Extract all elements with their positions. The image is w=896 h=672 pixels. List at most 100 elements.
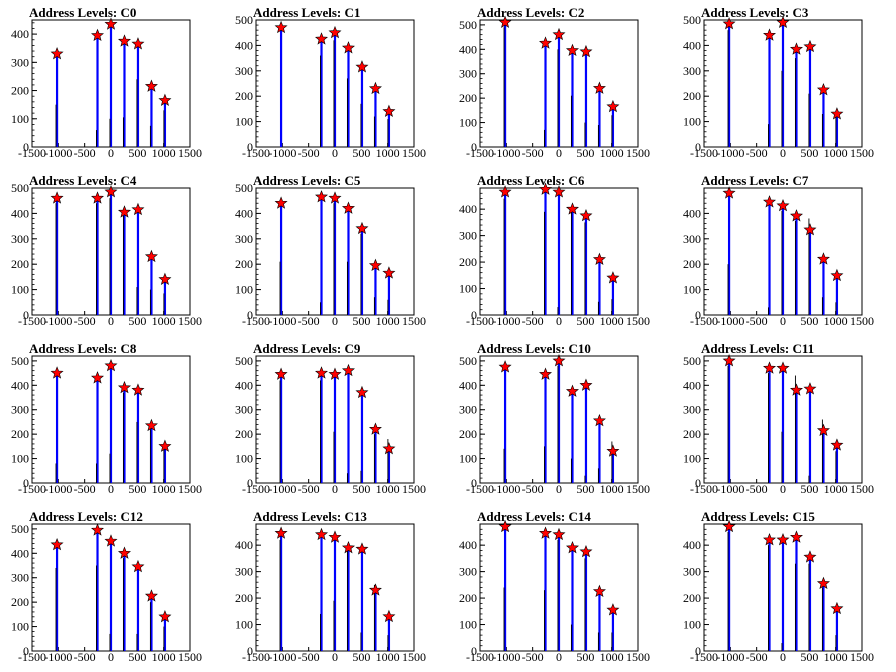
y-tick-label: 300 [11,55,29,69]
chart-plot: 0 100 200 300 400 -1500-1000 -500 0 500 1000 1500 [235,523,426,664]
y-tick-label: 300 [11,232,29,246]
bar [768,201,771,315]
bar [503,22,507,148]
star-marker [552,354,566,367]
star-marker [592,413,606,427]
x-tick-label: 1500 [626,146,650,160]
star-marker [579,544,593,558]
bar [584,551,588,651]
star-marker [104,534,118,547]
bar [136,390,140,483]
star-marker [816,423,830,437]
bar-inner [136,421,138,483]
star-marker [341,363,355,377]
bar [109,365,113,483]
x-tick-label: -500 [74,650,96,664]
x-tick-label: 0 [108,314,114,328]
chart-plot: 0 100 200 300 400 500 -1500-1000 -500 0 500 1000 15… [235,13,426,160]
x-tick-label: -1000 [268,650,296,664]
y-tick-label: 200 [683,257,701,271]
y-tick-label: 0 [695,476,701,490]
bar [571,547,574,651]
y-tick-label: 0 [23,644,29,658]
x-tick-label: 1500 [626,650,650,664]
x-tick-label: 1500 [402,482,426,496]
bar-inner [570,624,572,651]
x-tick-label: -1000 [716,650,744,664]
bar-inner [808,218,810,315]
bar-inner [597,468,599,483]
y-tick-label: 300 [235,64,253,78]
bar-inner [808,93,810,147]
star-marker [565,384,579,397]
x-tick-label: -1500 [466,482,494,496]
y-tick-label: 500 [683,354,701,368]
bar-inner [503,448,505,483]
chart-plot: 0 100 200 300 400 500 -1500-1000 -500 0 500 1000 15… [11,181,202,328]
x-tick-label: 500 [576,482,594,496]
bar-inner [149,429,151,483]
chart-title: Address Levels: C3 [701,5,809,20]
star-marker [606,444,620,457]
bar-inner [373,297,375,315]
bar-inner [821,297,823,315]
bar-inner [387,439,389,483]
x-tick-label: -1500 [466,314,494,328]
star-marker [315,527,329,541]
bar-inner [597,632,599,651]
x-tick-label: 1000 [824,650,848,664]
bar [808,229,812,315]
bar-inner [727,264,729,315]
bar-inner [163,448,165,483]
star-marker [498,360,512,373]
bar [835,275,839,315]
y-tick-label: 500 [11,522,29,536]
x-tick-label: 500 [576,314,594,328]
bar [333,537,337,651]
bar-inner [781,431,783,483]
star-marker [565,43,579,57]
bar [279,533,283,651]
y-tick-label: 0 [247,476,253,490]
x-tick-label: -1500 [242,314,270,328]
bar-inner [503,198,505,315]
y-tick-label: 200 [235,257,253,271]
x-tick-label: -500 [298,482,320,496]
chart-panel-c3: Address Levels: C3 0 100 200 300 400 500 -1500-… [672,0,896,168]
bar-inner [109,118,111,147]
y-tick-label: 100 [235,283,253,297]
y-tick-label: 200 [459,591,477,605]
chart-panel-c10: Address Levels: C10 0 100 200 300 400 500 -1500… [448,336,672,504]
x-tick-label: -1500 [242,650,270,664]
y-tick-label: 500 [459,18,477,32]
x-tick-label: 500 [576,146,594,160]
bar [347,208,350,315]
x-tick-label: 0 [780,482,786,496]
bar-inner [570,458,572,483]
star-marker [789,530,803,543]
bar [557,34,561,147]
bar-inner [55,463,57,483]
bar-inner [584,122,586,147]
chart-panel-c6: Address Levels: C6 0 100 200 300 400 -1500 -100… [448,168,672,336]
x-tick-label: 0 [332,146,338,160]
bar [598,591,601,651]
y-tick-label: 300 [11,571,29,585]
chart-plot: 0 100 200 300 400 500 -1500-1000 -500 0 500 1000 15… [11,354,202,496]
star-marker [722,186,736,199]
x-tick-label: 1500 [402,650,426,664]
y-tick-label: 400 [235,538,253,552]
star-marker [565,202,579,215]
bar-inner [55,567,57,651]
x-tick-label: -1000 [268,314,296,328]
star-marker [579,208,593,222]
star-marker [158,272,172,285]
chart-panel-c4: Address Levels: C4 0 100 200 300 400 500 -1500-… [0,168,224,336]
y-tick-label: 200 [459,255,477,269]
chart-panel-c8: Address Levels: C8 0 100 200 300 400 500 -1500-… [0,336,224,504]
y-tick-label: 100 [235,618,253,632]
y-tick-label: 200 [11,84,29,98]
bar [727,193,731,315]
bar-inner [503,587,505,651]
chart-title: Address Levels: C13 [253,509,367,524]
